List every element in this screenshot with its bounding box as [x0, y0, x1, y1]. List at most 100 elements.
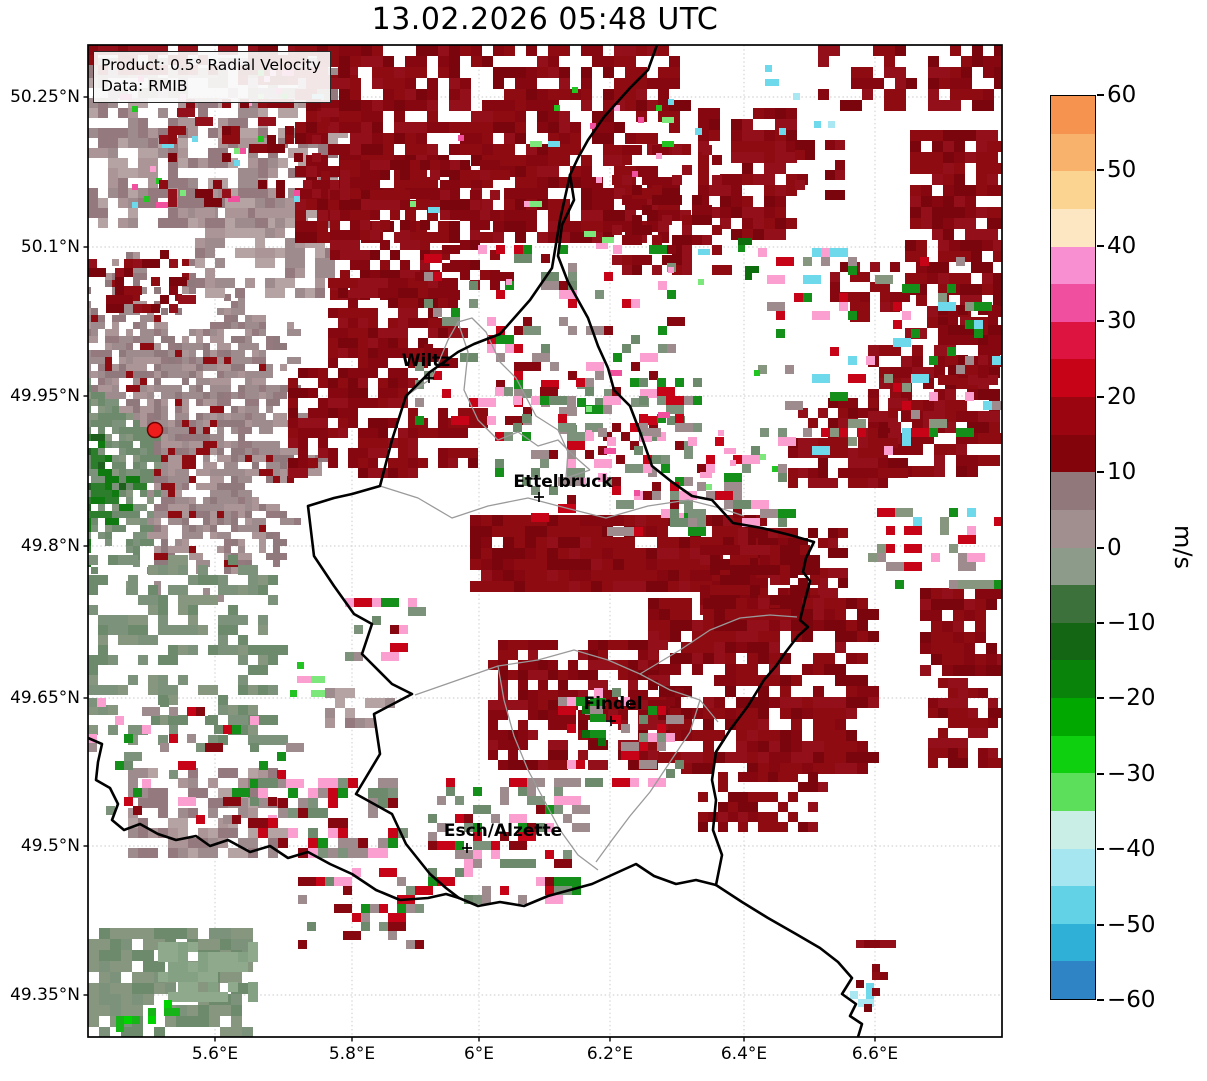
radar-cluster-cells — [470, 515, 767, 592]
radar-cluster-cells — [864, 940, 888, 996]
radar-cluster-cells — [698, 772, 798, 832]
radar-cluster-cells — [88, 698, 205, 815]
radar-cluster-cells — [428, 778, 572, 886]
colorbar-segment — [1051, 434, 1095, 473]
radar-cluster-cells — [856, 940, 896, 948]
radar-cluster-cells — [88, 555, 288, 745]
radar-cluster-cells — [354, 598, 408, 652]
radar-cluster-cells — [830, 272, 900, 322]
radar-cluster-cells — [186, 99, 330, 189]
lat-tick-label: 49.65°N — [10, 688, 80, 708]
radar-cluster-cells — [795, 140, 845, 190]
colorbar-segment — [1051, 96, 1095, 134]
colorbar-segment — [1051, 923, 1095, 962]
radar-cluster-cells — [464, 796, 581, 904]
radar-cluster-cells — [540, 387, 684, 504]
lon-tick-label: 6.6°E — [851, 1044, 899, 1064]
radar-cluster-cells — [910, 130, 1002, 240]
radar-cluster-cells — [698, 119, 797, 240]
colorbar-tick-label: 40 — [1107, 232, 1137, 259]
city-marker — [534, 492, 544, 502]
radar-cluster-cells — [495, 378, 684, 522]
radar-map: Wiltz Ettelbruck Findel Esch/Alzette — [83, 44, 1003, 1042]
radar-cluster-cells — [868, 517, 1002, 589]
colorbar — [1050, 95, 1096, 1000]
radar-cluster-cells — [297, 676, 311, 683]
radar-cluster-cells — [938, 305, 1002, 375]
colorbar-tick — [1097, 848, 1104, 851]
colorbar-tick-label: 50 — [1107, 157, 1137, 184]
lon-tick-label: 5.8°E — [328, 1044, 376, 1064]
city-layer: Wiltz Ettelbruck Findel Esch/Alzette — [402, 351, 643, 853]
radar-cluster-cells — [612, 145, 732, 275]
lat-tick-label: 49.95°N — [10, 386, 80, 406]
radar-cluster-cells — [88, 928, 253, 1037]
data-source-label: Data: RMIB — [101, 77, 188, 96]
radar-cluster-cells — [905, 240, 1002, 339]
city-label: Esch/Alzette — [444, 821, 562, 841]
radar-cluster-cells — [258, 778, 388, 838]
colorbar-tick — [1097, 320, 1104, 323]
radar-cluster-cells — [258, 778, 398, 848]
country-border — [714, 883, 864, 1037]
radar-cluster-cells — [928, 678, 998, 758]
radar-cluster-cells — [793, 93, 835, 128]
radar-cluster-cells — [554, 87, 674, 147]
colorbar-segment — [1051, 246, 1095, 285]
colorbar-tick-label: −60 — [1107, 987, 1156, 1013]
radar-cluster-cells — [488, 640, 668, 770]
radar-cluster-cells — [776, 266, 1002, 437]
colorbar-tick-label: 30 — [1107, 308, 1137, 335]
radar-cluster-cells — [330, 160, 510, 300]
radar-cluster-cells — [334, 868, 361, 886]
lon-tick-label: 6°E — [463, 1044, 495, 1064]
colorbar-tick — [1097, 772, 1104, 775]
radar-cluster-cells — [582, 706, 606, 746]
radar-cluster-cells — [598, 437, 796, 527]
colorbar-tick — [1097, 697, 1104, 700]
radar-cluster-cells — [106, 286, 178, 304]
colorbar-tick-label: 20 — [1107, 383, 1137, 410]
radar-cluster-cells — [795, 140, 845, 200]
radar-cluster-cells — [698, 108, 808, 229]
radar-site-dot — [146, 421, 164, 439]
radar-cluster-cells — [590, 698, 606, 738]
radar-cluster-cells — [415, 245, 685, 434]
radar-cluster-cells — [437, 778, 563, 904]
axis-ticks — [83, 96, 876, 1042]
colorbar-tick-label: −10 — [1107, 609, 1156, 636]
radar-cluster-cells — [576, 697, 657, 715]
colorbar-segment — [1051, 359, 1095, 397]
colorbar-segment — [1051, 622, 1095, 661]
country-border — [457, 862, 718, 908]
radar-cluster-cells — [159, 108, 339, 207]
radar-cluster-cells — [585, 688, 684, 787]
radar-fan-cells — [88, 385, 161, 574]
colorbar-segment — [1051, 547, 1095, 586]
colorbar-segment — [1051, 509, 1095, 548]
radar-cluster-cells — [488, 640, 668, 770]
radar-cluster-cells — [311, 676, 325, 697]
radar-echoes — [88, 45, 1002, 1037]
lat-tick-label: 50.25°N — [10, 87, 80, 107]
radar-cluster-cells — [290, 662, 304, 697]
radar-cluster-cells — [558, 697, 684, 769]
country-border — [306, 173, 572, 900]
radar-cluster-cells — [88, 250, 187, 313]
colorbar-segment — [1051, 171, 1095, 209]
radar-cluster-cells — [88, 698, 304, 824]
radar-cluster-cells — [328, 278, 458, 368]
district-borders — [379, 317, 798, 871]
radar-cluster-cells — [335, 688, 385, 718]
colorbar-tick — [1097, 169, 1104, 172]
district-border — [639, 614, 798, 675]
city-label: Findel — [583, 694, 642, 714]
colorbar-tick-label: 0 — [1107, 534, 1122, 561]
radar-cluster-cells — [868, 345, 1000, 477]
radar-cluster-cells — [795, 150, 805, 160]
radar-cluster-cells — [345, 598, 417, 661]
radar-cluster-cells — [345, 607, 426, 661]
colorbar-tick — [1097, 395, 1104, 398]
radar-cluster-cells — [298, 877, 415, 949]
